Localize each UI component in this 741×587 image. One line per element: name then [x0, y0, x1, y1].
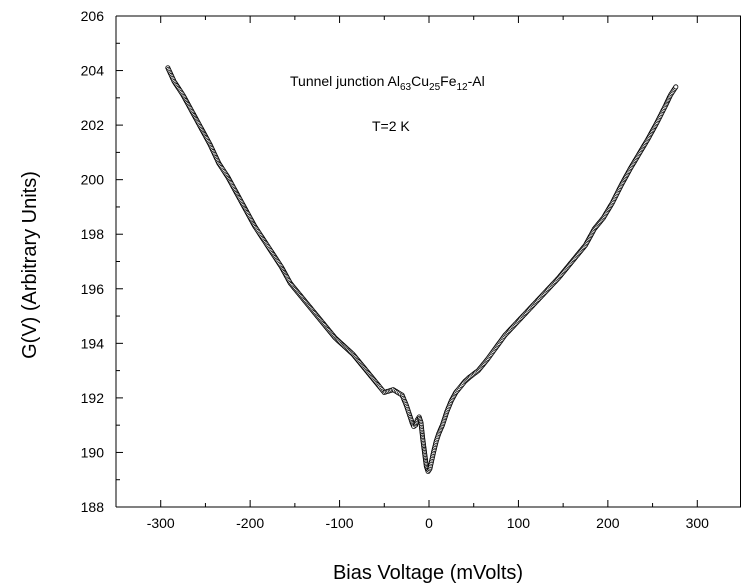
- y-tick-label: 190: [81, 444, 105, 460]
- x-tick-label: -100: [326, 515, 354, 531]
- x-tick-label: -300: [147, 515, 175, 531]
- y-tick-label: 204: [81, 63, 105, 79]
- annotation-subscript: 63: [400, 82, 412, 93]
- annotation-subscript: 25: [429, 82, 441, 93]
- annotation-text: Cu: [411, 73, 429, 89]
- x-tick-label: 300: [686, 515, 710, 531]
- y-tick-label: 196: [81, 281, 105, 297]
- annotations: Tunnel junction Al63Cu25Fe12-Al T=2 K: [290, 73, 485, 134]
- x-tick-label: 100: [507, 515, 531, 531]
- x-axis-title: Bias Voltage (mVolts): [333, 562, 523, 584]
- y-tick-label: 200: [81, 172, 105, 188]
- annotation-text: Fe: [440, 73, 457, 89]
- annotation-text: -Al: [468, 73, 485, 89]
- annotation-subscript: 12: [457, 82, 469, 93]
- y-tick-label: 206: [81, 8, 105, 24]
- y-tick-label: 192: [81, 390, 105, 406]
- y-tick-label: 188: [81, 499, 105, 515]
- data-point: [674, 85, 678, 89]
- y-tick-label: 194: [81, 335, 105, 351]
- x-tick-label: 200: [596, 515, 620, 531]
- x-tick-label: -200: [236, 515, 264, 531]
- y-tick-label: 198: [81, 226, 105, 242]
- y-tick-label: 202: [81, 117, 105, 133]
- data-series: [166, 66, 678, 474]
- annotation-text: Tunnel junction Al: [290, 73, 400, 89]
- junction-annotation: Tunnel junction Al63Cu25Fe12-Al: [290, 73, 485, 93]
- y-axis-title: G(V) (Arbitrary Units): [19, 171, 41, 359]
- x-tick-label: 0: [425, 515, 433, 531]
- temperature-annotation: T=2 K: [372, 118, 410, 134]
